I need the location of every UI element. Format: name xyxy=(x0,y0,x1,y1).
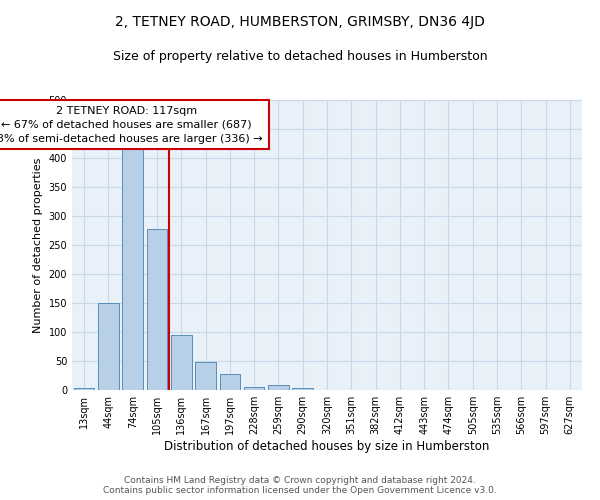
Bar xyxy=(122,146,143,390)
Bar xyxy=(74,388,94,390)
Bar xyxy=(268,385,289,390)
Bar xyxy=(220,374,240,390)
Text: 2 TETNEY ROAD: 117sqm
← 67% of detached houses are smaller (687)
33% of semi-det: 2 TETNEY ROAD: 117sqm ← 67% of detached … xyxy=(0,106,263,144)
Bar xyxy=(171,335,191,390)
Bar xyxy=(195,362,216,390)
Text: Contains HM Land Registry data © Crown copyright and database right 2024.
Contai: Contains HM Land Registry data © Crown c… xyxy=(103,476,497,495)
Bar xyxy=(98,303,119,390)
Bar xyxy=(146,229,167,390)
X-axis label: Distribution of detached houses by size in Humberston: Distribution of detached houses by size … xyxy=(164,440,490,453)
Bar xyxy=(244,386,265,390)
Y-axis label: Number of detached properties: Number of detached properties xyxy=(33,158,43,332)
Bar xyxy=(292,388,313,390)
Text: Size of property relative to detached houses in Humberston: Size of property relative to detached ho… xyxy=(113,50,487,63)
Text: 2, TETNEY ROAD, HUMBERSTON, GRIMSBY, DN36 4JD: 2, TETNEY ROAD, HUMBERSTON, GRIMSBY, DN3… xyxy=(115,15,485,29)
